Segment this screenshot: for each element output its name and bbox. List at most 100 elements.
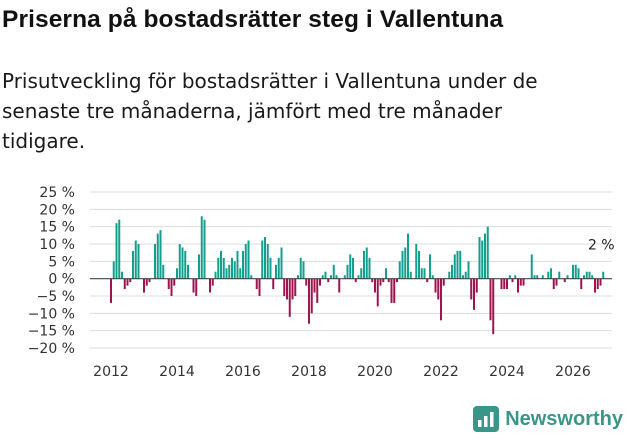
bar	[231, 257, 233, 279]
bar	[368, 257, 371, 279]
bar	[393, 278, 396, 303]
bar	[489, 278, 492, 321]
bar	[192, 278, 195, 293]
bar	[349, 254, 352, 279]
x-tick-label: 2020	[357, 364, 393, 380]
bar	[541, 275, 544, 279]
bar	[451, 264, 453, 279]
y-tick-label: −15 %	[28, 324, 75, 340]
bar	[310, 278, 313, 314]
bar	[330, 275, 332, 279]
bar	[563, 278, 566, 283]
bar	[585, 271, 588, 279]
bar	[500, 278, 503, 290]
last-value-label: 2 %	[588, 238, 615, 254]
bar	[522, 278, 525, 286]
bar	[481, 240, 484, 279]
bar	[250, 275, 253, 279]
bar	[277, 257, 280, 279]
bar	[272, 278, 275, 290]
brand-logo[interactable]: Newsworthy	[473, 404, 623, 434]
bar	[517, 278, 519, 293]
bar	[324, 271, 327, 279]
bar	[577, 268, 580, 279]
y-tick-label: 20 %	[39, 202, 75, 218]
bar	[269, 257, 272, 279]
bar	[552, 278, 555, 290]
bar	[187, 264, 189, 279]
bar	[255, 278, 258, 290]
bar	[266, 244, 269, 279]
bar	[239, 268, 242, 279]
bar	[602, 271, 605, 279]
bar	[319, 278, 321, 286]
bar	[200, 216, 203, 279]
newsworthy-logo-icon	[473, 406, 500, 432]
bar	[456, 250, 459, 279]
bar	[321, 275, 324, 279]
y-tick-label: 0 %	[48, 272, 75, 288]
bar	[167, 278, 170, 290]
bar	[448, 271, 451, 279]
bar	[453, 254, 456, 279]
bar	[264, 237, 266, 279]
bar	[596, 278, 599, 290]
bar	[203, 219, 206, 279]
bar	[360, 268, 363, 279]
bar	[409, 271, 412, 279]
bar	[442, 278, 445, 286]
bar	[583, 275, 585, 279]
bar	[134, 240, 137, 279]
bar-series	[110, 216, 605, 335]
bar	[335, 275, 338, 279]
bar	[242, 250, 244, 279]
bar	[574, 264, 577, 279]
bar	[126, 278, 129, 286]
bar	[154, 244, 156, 279]
bar	[594, 278, 596, 293]
bar	[407, 233, 409, 279]
bar	[511, 278, 514, 283]
bar	[508, 275, 511, 279]
bar	[145, 278, 148, 286]
bar	[209, 278, 211, 293]
chart-title: Priserna på bostadsrätter steg i Vallent…	[2, 6, 504, 33]
bar	[514, 275, 517, 279]
bar	[473, 278, 475, 310]
bar	[390, 278, 393, 303]
bar	[283, 278, 286, 296]
bar	[572, 264, 574, 279]
bar	[316, 278, 319, 303]
bar	[434, 278, 437, 293]
bar	[376, 278, 379, 307]
bar	[343, 275, 346, 279]
bar	[374, 278, 376, 293]
bar	[382, 278, 385, 283]
bar	[258, 278, 261, 296]
bar	[591, 275, 594, 279]
bar	[181, 247, 184, 279]
bar	[420, 268, 423, 279]
bar	[418, 250, 420, 279]
bar	[305, 278, 308, 286]
bar	[217, 257, 220, 279]
x-tick-label: 2014	[159, 364, 195, 380]
x-tick-label: 2022	[423, 364, 459, 380]
x-tick-label: 2012	[93, 364, 129, 380]
bar	[275, 264, 277, 279]
bar	[233, 261, 236, 279]
bar	[137, 244, 140, 279]
bar	[533, 275, 536, 279]
bar	[387, 278, 390, 283]
bar	[313, 278, 316, 293]
brand-name: Newsworthy	[505, 407, 623, 430]
bar	[530, 254, 533, 279]
x-tick-label: 2018	[291, 364, 327, 380]
bar	[236, 250, 239, 279]
bar	[118, 219, 121, 279]
bar	[178, 244, 181, 279]
bar	[327, 278, 330, 283]
bar	[385, 268, 387, 279]
bar	[173, 278, 176, 286]
